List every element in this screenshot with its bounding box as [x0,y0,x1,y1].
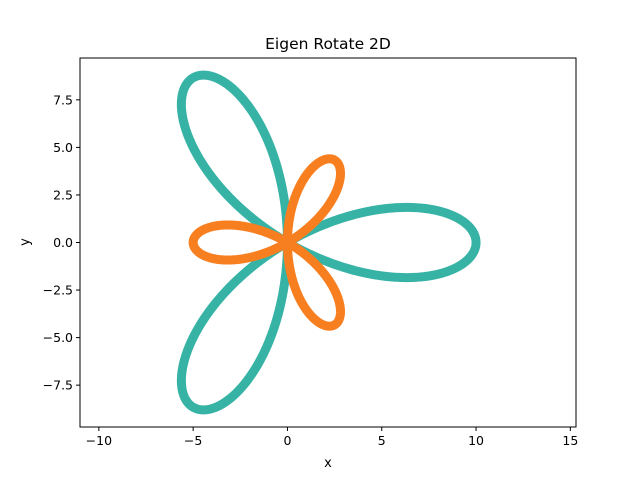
x-tick-label: 5 [378,433,386,448]
y-tick-label: 0.0 [53,235,73,250]
y-axis-label: y [18,238,33,246]
y-axis-ticks: −7.5 −5.0 −2.5 0.0 2.5 5.0 7.5 [43,92,80,393]
y-tick-label: −2.5 [43,283,73,298]
y-tick-label: −5.0 [43,330,73,345]
x-tick-label: 10 [468,433,484,448]
x-axis-label: x [324,456,332,471]
y-tick-label: −7.5 [43,378,73,393]
x-tick-label: −5 [184,433,202,448]
y-tick-label: 2.5 [53,187,73,202]
y-tick-label: 7.5 [53,92,73,107]
x-tick-label: 0 [283,433,291,448]
x-tick-label: −10 [86,433,112,448]
x-tick-label: 15 [562,433,578,448]
y-tick-label: 5.0 [53,140,73,155]
series-1-line [188,154,345,331]
series-layer [176,70,481,415]
x-axis-ticks: −10 −5 0 5 10 15 [86,427,578,448]
chart-title: Eigen Rotate 2D [265,35,391,53]
